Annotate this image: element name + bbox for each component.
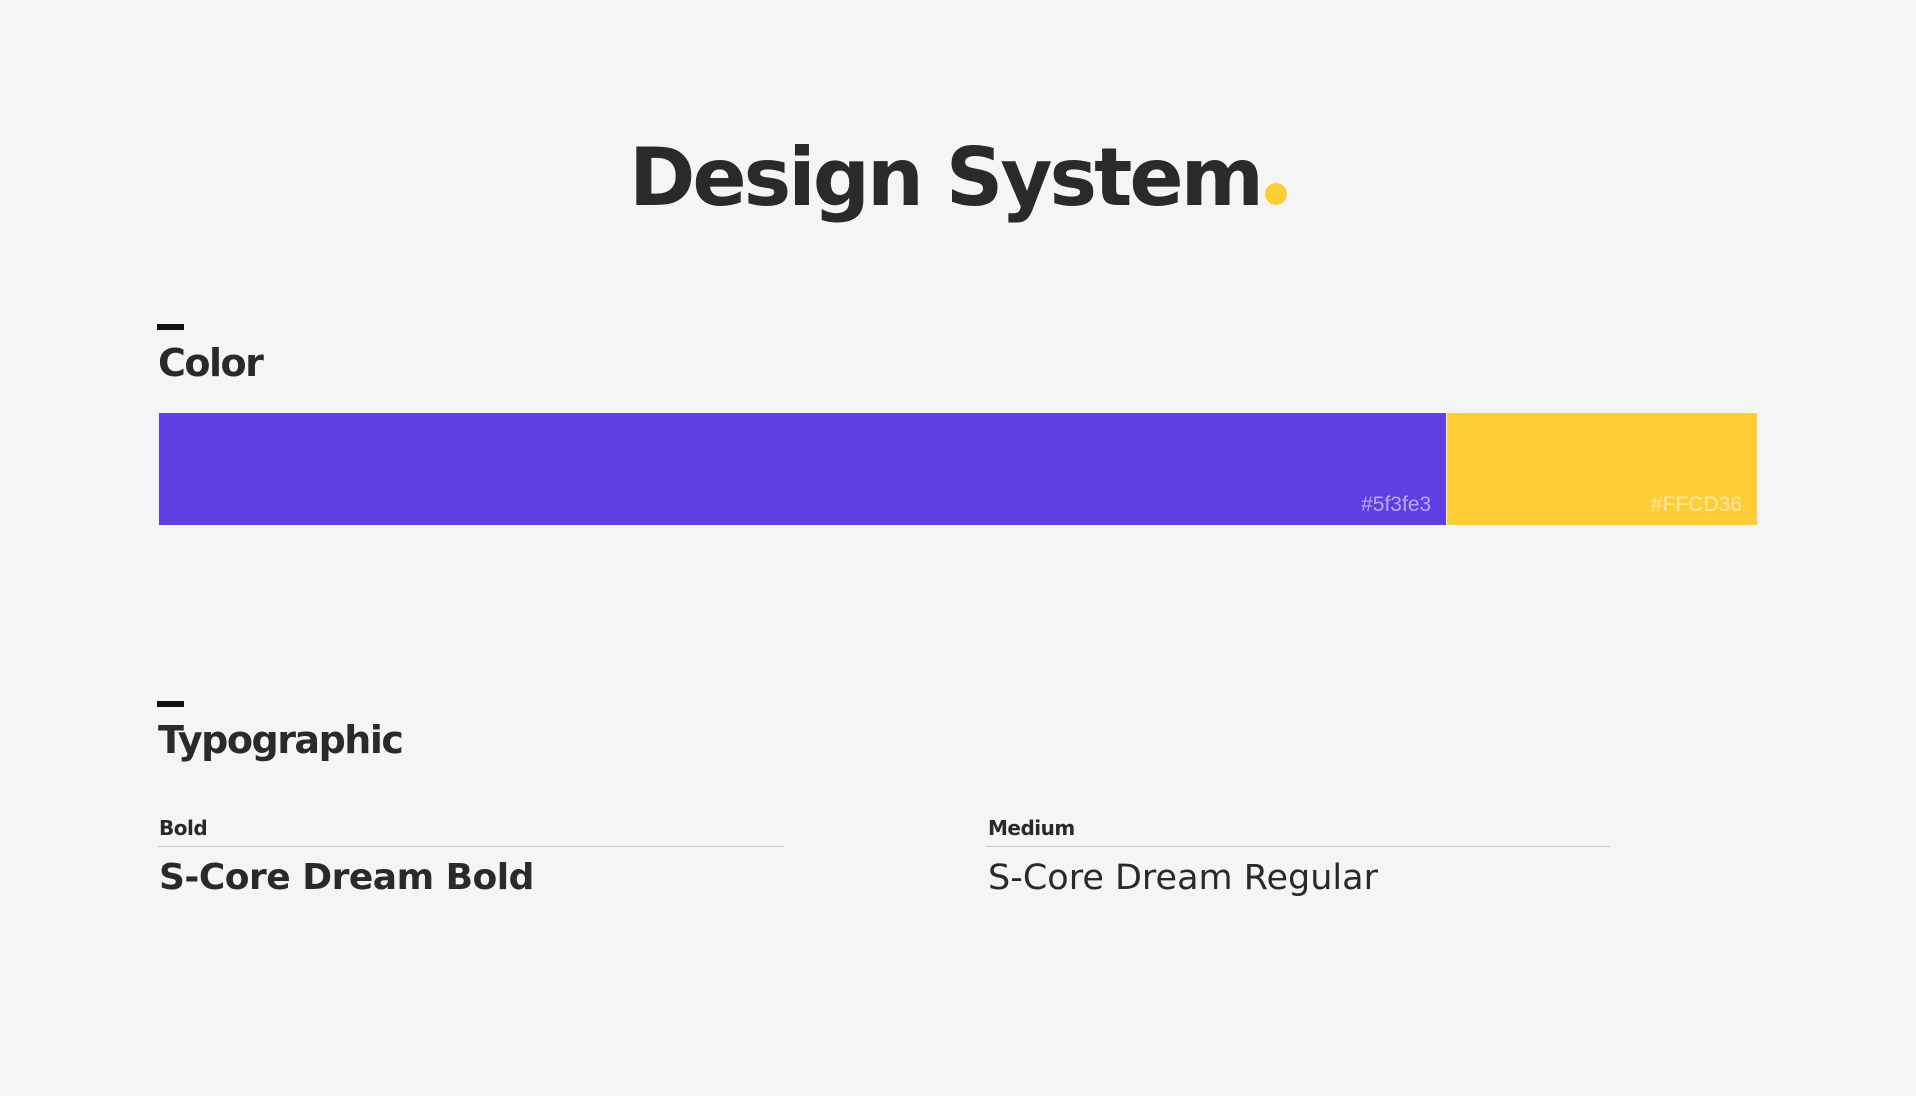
page-title: Design System [629,128,1287,228]
type-weight-label: Bold [159,816,208,840]
type-weight-label: Medium [988,816,1075,840]
typography-section-title: Typographic [158,718,404,762]
title-accent-dot [1265,183,1287,205]
swatch-hex-label: #FFCD36 [1650,493,1742,516]
type-sample-medium: Medium S-Core Dream Regular [986,813,1611,901]
swatch-accent-yellow: #FFCD36 [1447,413,1757,525]
type-sample-bold: Bold S-Core Dream Bold [157,813,784,901]
type-divider [157,846,784,847]
type-divider [986,846,1611,847]
type-sample-text: S-Core Dream Regular [988,858,1378,898]
page-title-text: Design System [628,131,1264,224]
typography-section-marker [157,701,184,707]
type-sample-text: S-Core Dream Bold [159,857,534,898]
color-palette: #5f3fe3 #FFCD36 [159,413,1757,525]
page-header: Design System [0,128,1916,228]
swatch-hex-label: #5f3fe3 [1361,493,1432,516]
color-section-title: Color [158,341,264,385]
color-section-marker [157,324,184,330]
swatch-primary-purple: #5f3fe3 [159,413,1447,525]
